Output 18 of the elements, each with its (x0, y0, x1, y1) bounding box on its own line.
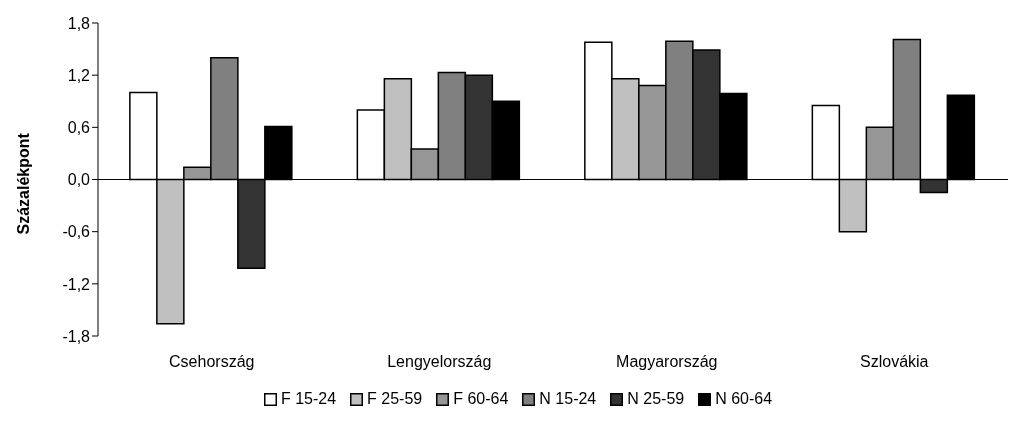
y-tick-label: 1,8 (67, 14, 91, 32)
legend-label: F 60-64 (453, 390, 509, 408)
y-tick-label: 0,6 (67, 119, 91, 137)
y-tick-label: -1,8 (62, 327, 91, 345)
y-tick-label: 1,2 (67, 66, 91, 84)
legend-label: F 25-59 (367, 390, 423, 408)
x-tick-label: Lengyelország (387, 353, 492, 371)
legend-label: N 60-64 (715, 390, 773, 408)
x-tick-label: Szlovákia (860, 353, 929, 371)
x-tick-label: Magyarország (616, 353, 718, 371)
legend-label: N 15-24 (539, 390, 597, 408)
y-axis-title: Százalékpont (14, 132, 32, 235)
legend-label: N 25-59 (627, 390, 685, 408)
y-tick-label: -0,6 (62, 223, 91, 241)
legend-label: F 15-24 (280, 390, 337, 408)
x-tick-label: Csehország (169, 353, 255, 371)
y-tick-label: -1,2 (62, 275, 91, 293)
y-tick-label: 0,0 (67, 171, 91, 189)
